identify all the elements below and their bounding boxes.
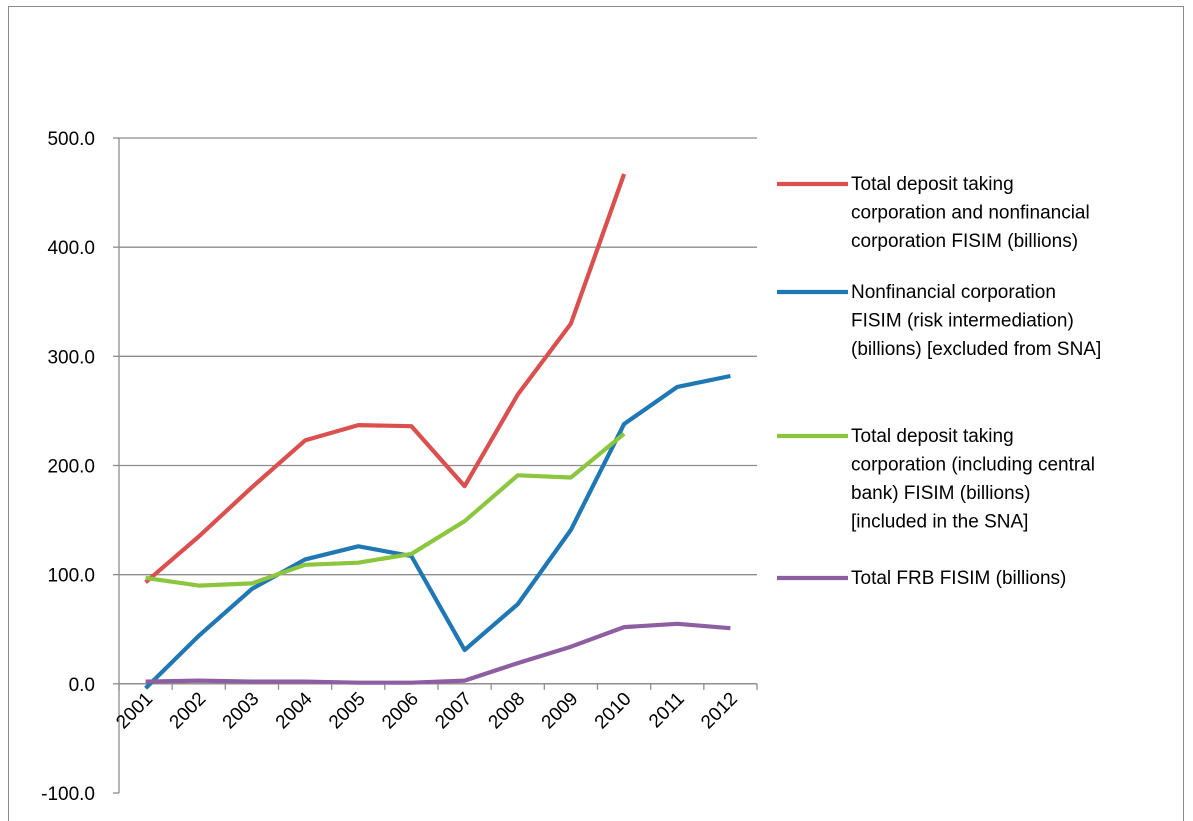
legend-label: FISIM (risk intermediation) <box>851 311 1074 332</box>
legend-entry-4: Total FRB FISIM (billions) <box>777 568 1066 589</box>
legend-label: [included in the SNA] <box>851 512 1028 533</box>
x-tick-label: 2005 <box>325 689 370 734</box>
series-line-1 <box>144 173 627 584</box>
series-line-2 <box>144 373 731 690</box>
series-line-3 <box>145 432 626 588</box>
legend-entry-3: Total deposit taking corporation (includi… <box>777 426 1095 533</box>
x-tick-label: 2011 <box>645 689 689 733</box>
x-tick-label: 2006 <box>378 689 423 734</box>
y-tick-label: -100.0 <box>41 784 95 805</box>
legend-label: Nonfinancial corporation <box>851 282 1056 303</box>
chart-frame <box>8 6 1184 821</box>
x-tick-label: 2010 <box>591 689 636 734</box>
legend: Total deposit taking corporation and nonf… <box>777 174 1101 589</box>
x-tick-label: 2007 <box>431 689 476 734</box>
series-lines <box>144 173 731 690</box>
y-tick-label: 500.0 <box>47 129 95 150</box>
legend-entry-2: Nonfinancial corporation FISIM (risk inte… <box>777 282 1101 360</box>
y-tick-label: 400.0 <box>47 238 95 259</box>
legend-label: corporation (including central <box>851 455 1095 476</box>
x-tick-label: 2002 <box>166 689 211 734</box>
x-tick-label: 2008 <box>485 689 530 734</box>
x-tick-label: 2009 <box>538 689 583 734</box>
legend-label: corporation FISIM (billions) <box>851 231 1078 252</box>
y-tick-label: 200.0 <box>47 457 95 478</box>
legend-label: bank) FISIM (billions) <box>851 483 1031 504</box>
x-tick-label: 2012 <box>697 689 742 734</box>
legend-label: Total deposit taking <box>851 174 1014 195</box>
x-tick-label: 2004 <box>272 688 317 733</box>
y-tick-label: 100.0 <box>47 566 95 587</box>
legend-label: corporation and nonfinancial <box>851 203 1090 224</box>
legend-label: Total deposit taking <box>851 426 1014 447</box>
y-tick-label: 300.0 <box>47 347 95 368</box>
series-line-4 <box>145 621 731 685</box>
y-tick-label: 0.0 <box>69 675 95 696</box>
legend-label: (billions) [excluded from SNA] <box>851 339 1101 360</box>
x-tick-label: 2003 <box>219 689 264 734</box>
legend-entry-1: Total deposit taking corporation and nonf… <box>777 174 1090 252</box>
legend-label: Total FRB FISIM (billions) <box>851 568 1066 589</box>
